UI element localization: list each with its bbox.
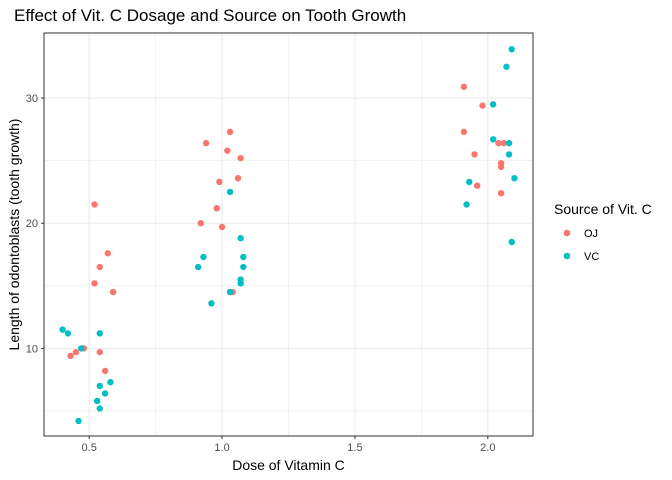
data-point-vc xyxy=(208,300,215,307)
data-point-vc xyxy=(463,201,470,208)
data-point-vc xyxy=(505,139,513,147)
data-point-vc xyxy=(226,188,234,196)
data-point-vc xyxy=(59,326,66,333)
data-point-oj xyxy=(216,178,223,186)
legend-label-oj: OJ xyxy=(584,228,598,240)
data-point-oj xyxy=(224,147,231,154)
plot-border xyxy=(43,32,534,437)
data-point-vc xyxy=(107,378,114,386)
data-points xyxy=(59,46,518,425)
data-point-vc xyxy=(237,235,244,242)
data-point-vc xyxy=(200,253,207,261)
data-point-oj xyxy=(500,139,507,147)
y-tick-label: 30 xyxy=(26,93,38,105)
data-point-vc xyxy=(96,382,104,390)
x-axis-ticks: 0.5 1.0 1.5 2.0 xyxy=(82,436,495,454)
y-axis-ticks: 10 20 30 xyxy=(26,93,44,355)
x-tick-label: 2.0 xyxy=(480,442,495,454)
data-point-oj xyxy=(109,288,117,296)
data-point-vc xyxy=(237,280,244,287)
data-point-vc xyxy=(511,174,518,182)
data-point-oj xyxy=(471,151,478,158)
data-point-oj xyxy=(218,223,226,231)
data-point-oj xyxy=(91,280,98,287)
data-point-vc xyxy=(508,46,515,53)
x-tick-label: 1.5 xyxy=(347,442,362,454)
data-point-oj xyxy=(460,83,468,91)
chart-title: Effect of Vit. C Dosage and Source on To… xyxy=(14,6,406,25)
data-point-vc xyxy=(508,238,515,246)
x-axis-title: Dose of Vitamin C xyxy=(232,457,345,473)
data-point-oj xyxy=(197,220,204,227)
data-point-oj xyxy=(473,182,481,189)
data-point-vc xyxy=(466,178,473,186)
data-point-oj xyxy=(234,174,242,182)
data-point-vc xyxy=(503,63,510,70)
data-point-vc xyxy=(194,263,202,271)
data-point-oj xyxy=(91,201,98,208)
y-tick-label: 20 xyxy=(26,218,38,230)
data-point-vc xyxy=(240,263,247,271)
grid-minor xyxy=(44,33,533,436)
data-point-oj xyxy=(67,352,74,360)
data-point-vc xyxy=(489,101,497,108)
data-point-oj xyxy=(497,163,505,171)
legend-key-oj xyxy=(563,229,571,237)
data-point-vc xyxy=(78,345,85,352)
data-point-oj xyxy=(72,348,80,356)
data-point-oj xyxy=(96,263,104,271)
data-point-vc xyxy=(489,136,497,143)
data-point-oj xyxy=(101,367,109,375)
data-point-oj xyxy=(460,128,468,136)
data-point-oj xyxy=(202,139,210,147)
data-point-oj xyxy=(237,154,244,162)
data-point-vc xyxy=(96,330,104,337)
data-point-vc xyxy=(64,330,72,337)
data-point-vc xyxy=(75,417,82,425)
legend-key-vc xyxy=(563,252,571,260)
data-point-oj xyxy=(226,128,234,136)
legend-title: Source of Vit. C xyxy=(554,201,652,217)
x-tick-label: 0.5 xyxy=(82,442,97,454)
legend-label-vc: VC xyxy=(584,251,599,263)
data-point-oj xyxy=(213,205,220,212)
data-point-oj xyxy=(495,139,502,147)
data-point-vc xyxy=(96,405,104,412)
data-point-vc xyxy=(101,390,109,397)
y-axis-title: Length of odontoblasts (tooth growth) xyxy=(6,119,22,351)
grid-major xyxy=(44,33,533,436)
y-tick-label: 10 xyxy=(26,343,38,355)
legend: Source of Vit. C OJ VC xyxy=(554,201,652,263)
data-point-oj xyxy=(479,102,486,109)
data-point-oj xyxy=(96,348,104,356)
data-point-vc xyxy=(505,151,513,158)
data-point-vc xyxy=(240,253,247,261)
x-tick-label: 1.0 xyxy=(214,442,229,454)
data-point-vc xyxy=(226,288,234,296)
data-point-oj xyxy=(104,250,111,257)
data-point-oj xyxy=(497,189,505,197)
data-point-vc xyxy=(93,397,101,405)
